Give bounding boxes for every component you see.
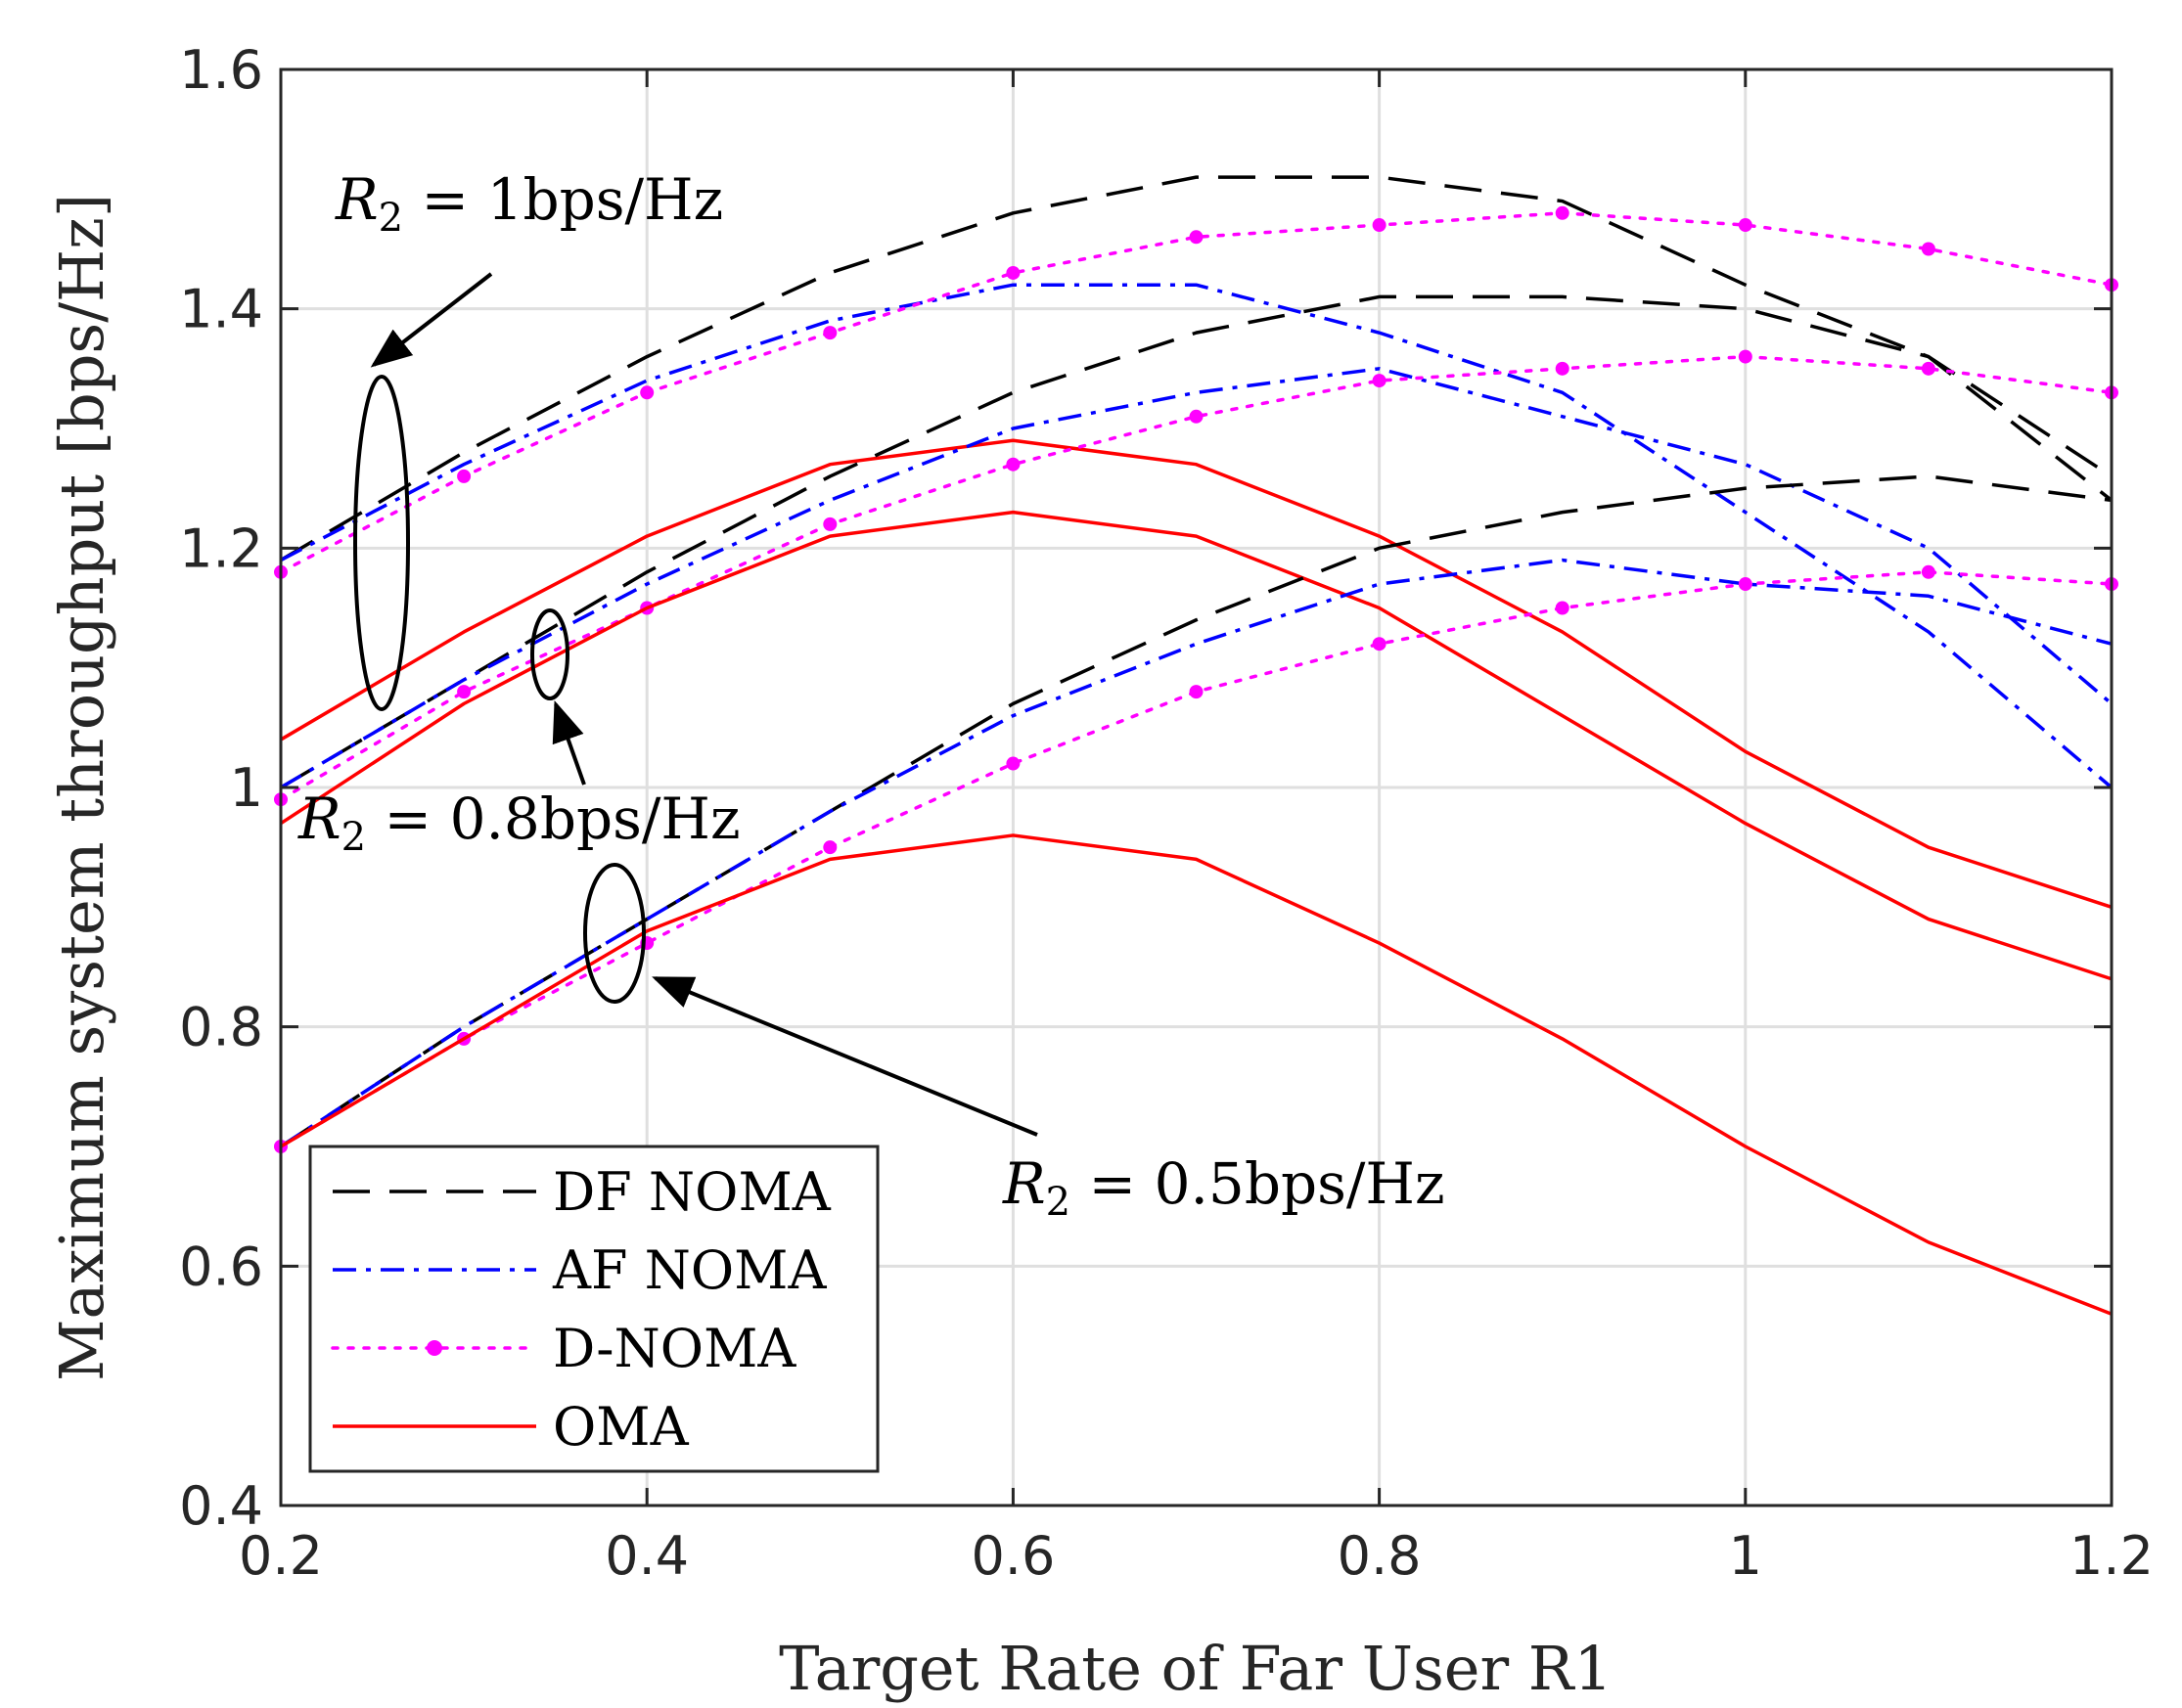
y-tick-label: 0.4 [179,1475,263,1537]
annotation-arrow [652,976,1038,1137]
data-point-marker [1738,349,1752,364]
legend-marker [427,1340,442,1356]
annotation-subscript: 2 [379,196,403,241]
data-point-marker [1555,361,1569,376]
legend: DF NOMA AF NOMA D-NOMA OMA [308,1145,880,1473]
legend-label: D-NOMA [553,1318,796,1379]
annotation-symbol: R [1002,1150,1046,1217]
data-point-marker [823,326,838,340]
data-point-marker [1921,361,1935,376]
data-point-marker [1921,242,1935,256]
data-point-marker [1006,457,1021,472]
data-point-marker [457,469,472,483]
annotation-symbol: R [335,166,379,233]
group-ellipse-r2-08 [530,608,569,700]
annotation-arrow [552,700,586,786]
x-tick-label: 0.2 [239,1525,323,1587]
data-point-marker [1372,218,1386,233]
y-tick-label: 1.2 [179,517,263,579]
annotation-label: R2 = 0.8bps/Hz [297,786,741,860]
data-point-marker [823,517,838,531]
data-point-marker [1738,218,1752,233]
y-tick-label: 0.8 [179,997,263,1058]
series-line-af-noma [280,367,2114,789]
series-line-oma [280,833,2113,1316]
data-point-marker [1189,409,1204,424]
data-point-marker [1555,601,1569,615]
data-point-marker [823,840,838,855]
legend-label: DF NOMA [553,1161,832,1223]
data-point-marker [1189,685,1204,699]
annotation-subscript: 2 [341,815,366,860]
data-point-marker [1738,577,1752,592]
series-line-d-noma [279,211,2114,574]
data-point-marker [1372,637,1386,652]
data-point-marker [1189,230,1204,245]
y-axis-title: Maximum system throughput [bps/Hz] [46,194,117,1381]
data-point-marker [457,685,472,699]
y-tick-label: 1.6 [179,39,263,101]
y-tick-label: 0.6 [179,1236,263,1297]
series-line-df-noma [280,294,2114,789]
y-tick-label: 1 [230,757,263,819]
annotation-value: = 0.5bps/Hz [1070,1150,1444,1217]
series-line-oma [280,510,2113,981]
annotation-label: R2 = 1bps/Hz [335,166,723,241]
y-tick-label: 1.4 [179,279,263,340]
x-axis-title: Target Rate of Far User R1 [779,1633,1613,1704]
annotation-arrow [370,272,493,368]
x-tick-label: 1.2 [2069,1525,2154,1587]
x-tick-label: 0.6 [971,1525,1055,1587]
data-point-marker [1006,265,1021,280]
series-layer [274,175,2118,1316]
x-tick-label: 0.8 [1338,1525,1422,1587]
data-point-marker [1921,564,1935,579]
data-point-marker [640,385,655,400]
data-point-marker [1006,756,1021,771]
series-line-df-noma [280,175,2113,562]
series-line-d-noma [279,354,2114,801]
legend-box [308,1145,880,1473]
annotation-value: = 0.8bps/Hz [366,786,740,852]
group-ellipse-r2-05 [583,863,646,1004]
legend-label: AF NOMA [552,1239,827,1301]
annotation-symbol: R [297,786,341,852]
series-line-oma [280,438,2113,909]
ticks: 0.2 0.4 0.6 0.8 1 1.20.40.60.811.21.41.6 [179,39,2154,1587]
legend-label: OMA [553,1396,690,1458]
annotation-label: R2 = 0.5bps/Hz [1002,1150,1445,1225]
data-point-marker [1372,374,1386,388]
data-point-marker [1555,205,1569,220]
annotation-subscript: 2 [1046,1180,1070,1225]
x-tick-label: 0.4 [605,1525,689,1587]
x-tick-label: 1 [1729,1525,1762,1587]
series-line-af-noma [280,283,2114,789]
group-ellipse-r2-1 [353,375,410,711]
annotation-value: = 1bps/Hz [403,166,723,233]
